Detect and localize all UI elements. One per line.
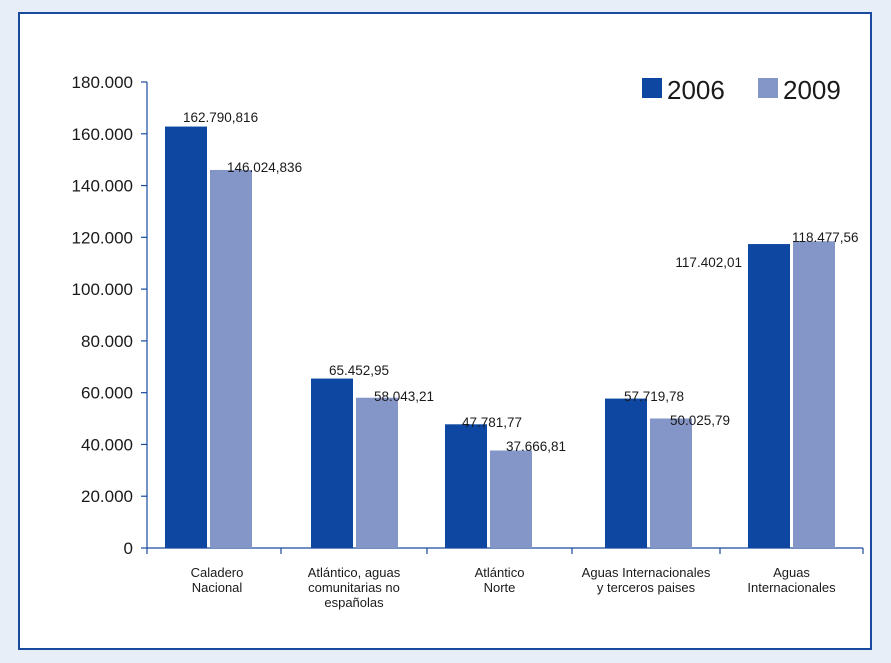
bar-2009-3 <box>650 418 692 548</box>
legend-swatch-2006 <box>642 78 662 98</box>
x-category-label: Atlántico <box>475 565 525 580</box>
y-tick-label: 140.000 <box>72 177 133 196</box>
y-tick-label: 120.000 <box>72 228 133 247</box>
legend-label-2009: 2009 <box>783 75 841 105</box>
bar-2006-0 <box>165 126 207 548</box>
bar-2009-4 <box>793 241 835 548</box>
data-label-2009: 37.666,81 <box>506 439 566 454</box>
x-category-label: Nacional <box>192 580 243 595</box>
x-category-label: Atlántico, aguas <box>308 565 401 580</box>
chart-frame: 0 20.000 40.000 60.000 80.000 100.000 120.000 1… <box>18 12 872 650</box>
y-tick-label: 0 <box>124 539 133 558</box>
data-label-2006: 162.790,816 <box>183 110 258 125</box>
x-category-label: Internacionales <box>747 580 836 595</box>
x-category-label: españolas <box>324 595 384 610</box>
data-label-2006: 117.402,01 <box>675 255 742 270</box>
bar-2009-1 <box>356 397 398 548</box>
bar-2006-3 <box>605 398 647 548</box>
bar-2009-0 <box>210 169 252 548</box>
x-category-label: Norte <box>484 580 516 595</box>
data-label-2006: 65.452,95 <box>329 363 389 378</box>
y-tick-label: 160.000 <box>72 125 133 144</box>
y-tick-label: 80.000 <box>81 332 133 351</box>
y-tick-label: 20.000 <box>81 487 133 506</box>
x-category-label: Caladero <box>191 565 244 580</box>
y-tick-label: 180.000 <box>72 73 133 92</box>
data-label-2009: 118.477,56 <box>792 230 859 245</box>
x-category-label: Aguas <box>773 565 810 580</box>
data-label-2006: 57.719,78 <box>624 389 684 404</box>
x-category-label: comunitarias no <box>308 580 400 595</box>
y-tick-label: 40.000 <box>81 435 133 454</box>
legend-label-2006: 2006 <box>667 75 725 105</box>
bar-2006-2 <box>445 424 487 548</box>
bar-chart: 0 20.000 40.000 60.000 80.000 100.000 120.000 1… <box>72 73 864 610</box>
y-tick-label: 100.000 <box>72 280 133 299</box>
bar-2006-4 <box>748 244 790 548</box>
data-label-2009: 146.024,836 <box>227 160 302 175</box>
bar-2006-1 <box>311 378 353 548</box>
x-category-label: y terceros paises <box>597 580 696 595</box>
bar-2009-2 <box>490 450 532 548</box>
data-label-2009: 50.025,79 <box>670 413 730 428</box>
y-tick-label: 60.000 <box>81 384 133 403</box>
data-label-2006: 47.781,77 <box>462 415 522 430</box>
x-category-label: Aguas Internacionales <box>582 565 711 580</box>
data-label-2009: 58.043,21 <box>374 389 434 404</box>
legend-swatch-2009 <box>758 78 778 98</box>
